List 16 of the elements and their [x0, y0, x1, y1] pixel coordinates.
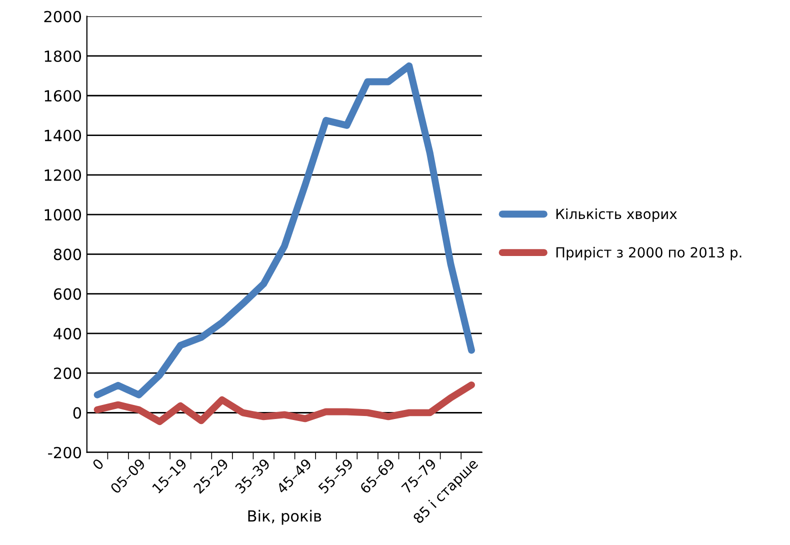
- y-tick-label: 1400: [44, 130, 82, 142]
- y-tick-label: 1800: [44, 50, 82, 62]
- y-tick-label: 1000: [44, 208, 82, 221]
- y-tick-label: 400: [54, 328, 82, 340]
- legend-label: Кількість хворих: [556, 208, 677, 222]
- x-axis-title: Вік, років: [248, 510, 322, 525]
- y-tick-label: 200: [54, 368, 82, 380]
- y-tick-label: 2000: [44, 10, 82, 22]
- y-tick-label: 600: [54, 288, 82, 300]
- y-tick-label: -200: [48, 446, 82, 458]
- x-tick-label: 0: [92, 458, 104, 470]
- y-tick-label: 0: [73, 407, 82, 419]
- y-tick-label: 1600: [44, 90, 82, 102]
- legend-label: Приріст з 2000 по 2013 р.: [556, 246, 742, 260]
- y-tick-label: 800: [54, 248, 82, 260]
- y-tick-label: 1200: [44, 169, 82, 181]
